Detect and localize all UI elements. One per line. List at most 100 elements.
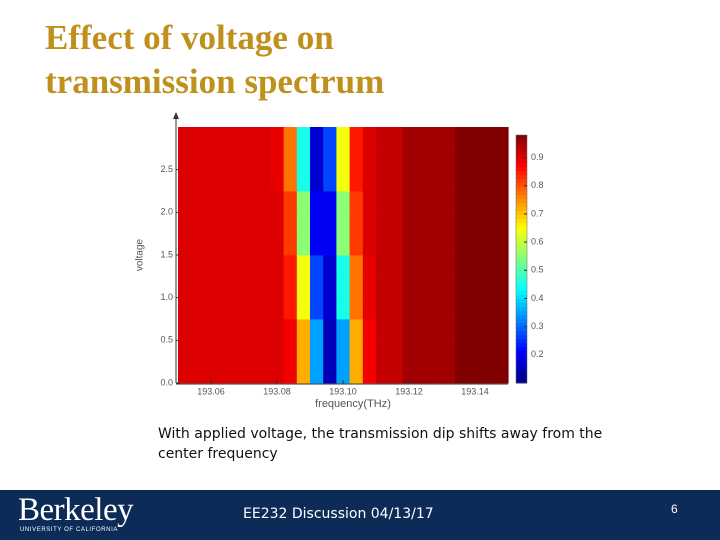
heatmap-cell (402, 148, 417, 171)
heatmap-cell (389, 276, 403, 299)
heatmap-cell (481, 297, 496, 320)
colorbar-band (516, 295, 527, 300)
heatmap-cell (349, 276, 364, 299)
colorbar-band (516, 347, 527, 352)
heatmap-cell (455, 191, 469, 213)
heatmap-cell (310, 212, 324, 235)
heatmap-cell (494, 191, 509, 213)
heatmap-cell (178, 169, 192, 192)
heatmap-cell (389, 212, 403, 235)
colorbar-band (516, 247, 527, 252)
heatmap-cell (428, 148, 443, 171)
logo: Berkeley (18, 492, 134, 528)
heatmap-cell (428, 127, 443, 149)
heatmap-cell (481, 212, 496, 235)
heatmap-cell (310, 148, 324, 171)
x-tick-label: 193.14 (461, 386, 489, 396)
colorbar-band (516, 143, 527, 148)
colorbar-tick-label: 0.8 (531, 180, 544, 190)
heatmap-cell (283, 212, 298, 235)
heatmap-cell (415, 361, 430, 384)
heatmap-cell (389, 169, 403, 192)
y-axis-label: voltage (135, 238, 146, 271)
y-tick-label: 1.5 (160, 249, 173, 259)
heatmap-cell (362, 212, 377, 235)
heatmap-cell (442, 127, 456, 149)
heatmap-cell (323, 255, 337, 277)
heatmap-cell (296, 255, 311, 277)
heatmap-cell (402, 319, 417, 341)
heatmap-cell (191, 319, 205, 341)
heatmap-cell (468, 340, 483, 363)
heatmap-cell (230, 212, 245, 235)
footer: Berkeley UNIVERSITY OF CALIFORNIA EE232 … (0, 490, 720, 540)
heatmap-cell (204, 148, 219, 171)
heatmap-cell (178, 255, 192, 277)
heatmap-cell (270, 127, 285, 149)
colorbar-band (516, 327, 527, 332)
heatmap-cell (442, 212, 456, 235)
colorbar-band (516, 255, 527, 260)
heatmap-cell (270, 233, 285, 256)
heatmap-cell (257, 233, 271, 256)
heatmap-cell (415, 276, 430, 299)
logo-subtitle: UNIVERSITY OF CALIFORNIA (20, 527, 118, 533)
colorbar-band (516, 211, 527, 216)
heatmap-cell (336, 319, 351, 341)
heatmap-cell (310, 361, 324, 384)
colorbar-band (516, 135, 527, 140)
heatmap-cell (349, 297, 364, 320)
heatmap-cell (296, 340, 311, 363)
heatmap-cell (428, 361, 443, 384)
heatmap-cell (191, 255, 205, 277)
y-axis-arrow (173, 112, 179, 119)
heatmap-cell (323, 361, 337, 384)
colorbar-band (516, 183, 527, 188)
heatmap-cell (204, 297, 219, 320)
heatmap-cell (178, 297, 192, 320)
heatmap-cell (428, 340, 443, 363)
heatmap-cell (336, 169, 351, 192)
heatmap-cell (270, 340, 285, 363)
colorbar-band (516, 283, 527, 288)
heatmap-cell (270, 148, 285, 171)
heatmap-cell (349, 319, 364, 341)
heatmap-cell (244, 212, 258, 235)
heatmap-cell (376, 361, 390, 384)
heatmap-cell (362, 255, 377, 277)
heatmap-cell (376, 127, 390, 149)
heatmap-cell (494, 319, 509, 341)
colorbar-band (516, 207, 527, 212)
heatmap-cell (494, 169, 509, 192)
colorbar-band (516, 199, 527, 204)
heatmap-cell (217, 361, 232, 384)
heatmap-cell (217, 255, 232, 277)
heatmap-cell (402, 191, 417, 213)
heatmap-cell (468, 319, 483, 341)
heatmap-cell (323, 212, 337, 235)
heatmap-cell (217, 233, 232, 256)
heatmap-cell (494, 127, 509, 149)
colorbar-band (516, 263, 527, 268)
heatmap-cell (468, 127, 483, 149)
heatmap-cell (310, 319, 324, 341)
heatmap-cell (191, 127, 205, 149)
heatmap-cell (270, 319, 285, 341)
heatmap-cell (323, 319, 337, 341)
heatmap-cell (415, 127, 430, 149)
heatmap-cell (349, 340, 364, 363)
heatmap-cell (362, 127, 377, 149)
heatmap-cell (481, 319, 496, 341)
heatmap-cell (376, 191, 390, 213)
heatmap-cell (494, 148, 509, 171)
heatmap-cell (455, 255, 469, 277)
heatmap-cell (244, 340, 258, 363)
heatmap-cell (428, 233, 443, 256)
heatmap-cell (336, 127, 351, 149)
heatmap-cell (257, 361, 271, 384)
heatmap-cell (310, 276, 324, 299)
heatmap-cell (494, 297, 509, 320)
heatmap-cell (244, 276, 258, 299)
heatmap-cell (283, 127, 298, 149)
